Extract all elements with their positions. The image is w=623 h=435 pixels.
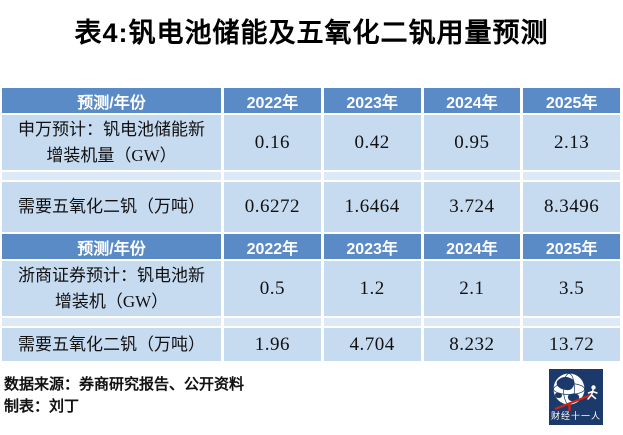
header-cell: 2024年 xyxy=(423,88,521,113)
globe-icon xyxy=(553,373,598,411)
header-cell: 2023年 xyxy=(323,88,421,113)
header-cell: 预测/年份 xyxy=(2,88,221,113)
spacer-cell xyxy=(224,318,321,326)
value-cell: 3.5 xyxy=(523,261,620,316)
header-row-1: 预测/年份 2022年 2023年 2024年 2025年 xyxy=(2,88,620,113)
header-cell: 2022年 xyxy=(224,88,321,113)
value-cell: 2.1 xyxy=(423,261,521,316)
table-title: 表4:钒电池储能及五氧化二钒用量预测 xyxy=(74,18,549,48)
spacer-row xyxy=(2,318,620,326)
value-cell: 0.5 xyxy=(224,261,321,316)
value-cell: 0.42 xyxy=(323,115,421,170)
row-label: 需要五氧化二钒（万吨） xyxy=(2,328,221,361)
value-cell: 8.3496 xyxy=(523,182,620,232)
spacer-cell xyxy=(323,318,421,326)
header-cell: 2025年 xyxy=(523,88,620,113)
value-cell: 1.6464 xyxy=(323,182,421,232)
value-cell: 4.704 xyxy=(323,328,421,361)
value-cell: 13.72 xyxy=(523,328,620,361)
spacer-cell xyxy=(423,318,521,326)
value-cell: 1.2 xyxy=(323,261,421,316)
caijing-logo: 财经十一人 xyxy=(549,369,603,425)
table-row: 申万预计：钒电池储能新增装机量（GW） 0.16 0.42 0.95 2.13 xyxy=(2,115,620,170)
value-cell: 0.95 xyxy=(423,115,521,170)
row-label: 浙商证券预计：钒电池新增装机（GW） xyxy=(2,261,221,316)
value-cell: 0.6272 xyxy=(224,182,321,232)
spacer-cell xyxy=(2,318,221,326)
table-row: 需要五氧化二钒（万吨） 0.6272 1.6464 3.724 8.3496 xyxy=(2,182,620,232)
header-cell: 预测/年份 xyxy=(2,234,221,259)
footer: 数据来源：券商研究报告、公开资料 制表：刘丁 xyxy=(4,374,623,418)
row-label: 需要五氧化二钒（万吨） xyxy=(2,182,221,232)
spacer-cell xyxy=(323,172,421,180)
spacer-cell xyxy=(423,172,521,180)
value-cell: 8.232 xyxy=(423,328,521,361)
footer-source: 数据来源：券商研究报告、公开资料 xyxy=(4,377,245,393)
spacer-cell xyxy=(224,172,321,180)
header-cell: 2023年 xyxy=(323,234,421,259)
row-label: 申万预计：钒电池储能新增装机量（GW） xyxy=(2,115,221,170)
header-cell: 2025年 xyxy=(523,234,620,259)
spacer-cell xyxy=(523,172,620,180)
spacer-cell xyxy=(2,172,221,180)
header-cell: 2024年 xyxy=(423,234,521,259)
forecast-table: 预测/年份 2022年 2023年 2024年 2025年 申万预计：钒电池储能… xyxy=(2,88,620,361)
logo-text: 财经十一人 xyxy=(550,411,601,421)
table-row: 浙商证券预计：钒电池新增装机（GW） 0.5 1.2 2.1 3.5 xyxy=(2,261,620,316)
header-cell: 2022年 xyxy=(224,234,321,259)
value-cell: 0.16 xyxy=(224,115,321,170)
spacer-row xyxy=(2,172,620,180)
table-row: 需要五氧化二钒（万吨） 1.96 4.704 8.232 13.72 xyxy=(2,328,620,361)
spacer-cell xyxy=(523,318,620,326)
header-row-2: 预测/年份 2022年 2023年 2024年 2025年 xyxy=(2,234,620,259)
value-cell: 1.96 xyxy=(224,328,321,361)
footer-author: 制表：刘丁 xyxy=(4,399,80,415)
value-cell: 2.13 xyxy=(523,115,620,170)
value-cell: 3.724 xyxy=(423,182,521,232)
